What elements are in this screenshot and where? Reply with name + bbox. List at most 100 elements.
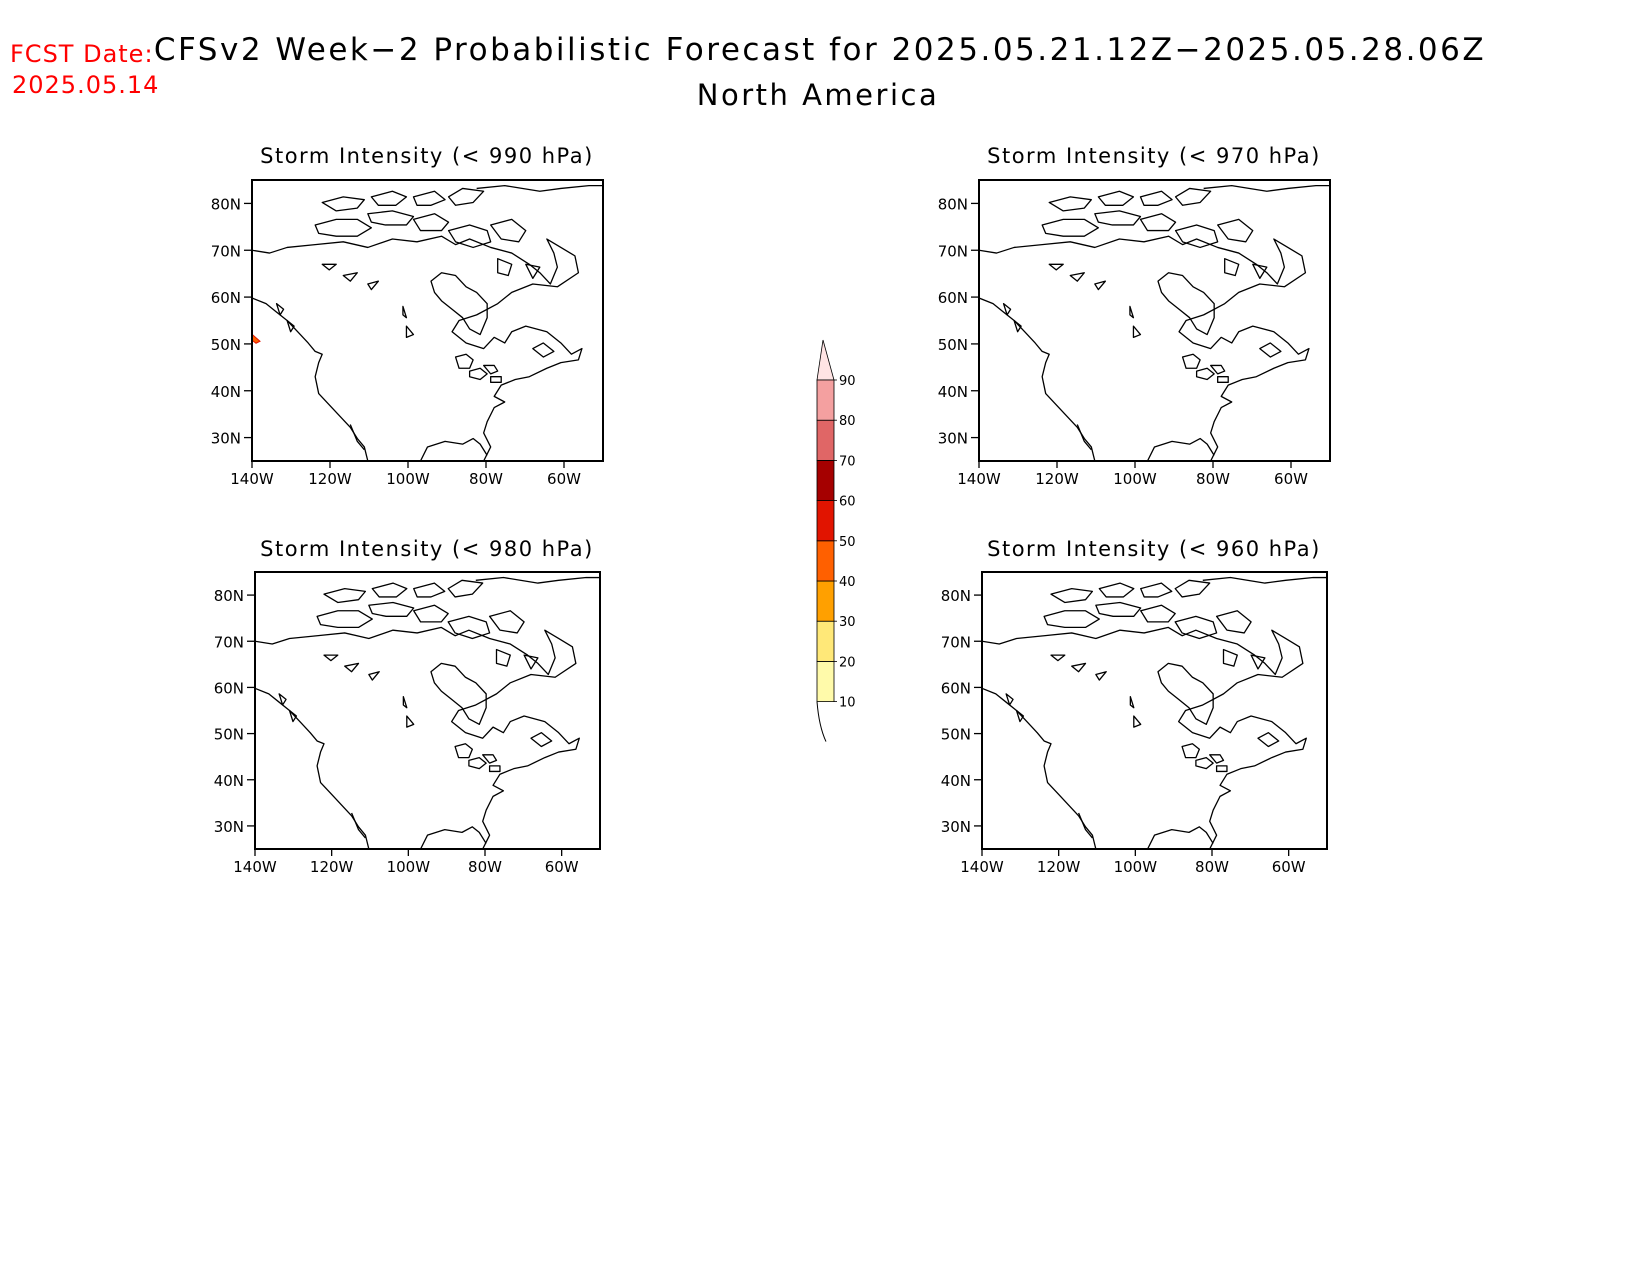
coastline [324,589,365,603]
colorbar-segment [816,500,835,542]
coastline [368,281,379,289]
coastline [1175,616,1216,638]
colorbar-segment [816,419,835,461]
map-frame [981,571,1328,850]
colorbar-segment [816,540,835,582]
coastline [1218,377,1229,383]
lat-tick-label: 80N [938,195,968,213]
map-panel: Storm Intensity (< 960 hPa) 80N 70N 60N 50N 4… [941,537,1328,876]
colorbar-segment [816,661,835,703]
coastline [421,827,487,849]
lat-tick-label: 30N [941,818,971,836]
coastline [476,578,600,584]
coastline-map [982,578,1327,849]
coastline [1217,766,1227,772]
coastline [1224,650,1238,667]
lon-tick-label: 60W [545,858,579,876]
forecast-date-label: FCST Date: [10,40,154,68]
colorbar: 10 20 30 40 50 60 70 80 90 [816,339,856,742]
lat-tick-label: 80N [211,195,241,213]
coastline [533,343,554,357]
map-panels: Storm Intensity (< 990 hPa) 80N 70N 60N 50N 4… [211,144,1331,876]
lon-tick-label: 120W [308,470,352,488]
coastline-map [252,186,603,461]
coastline [491,377,502,383]
coastline [1133,326,1140,337]
lat-tick-label: 40N [211,383,241,401]
coastline [279,694,286,705]
map-frame [254,571,601,850]
coastline [1014,321,1021,332]
lat-tick-label: 80N [941,587,971,605]
lat-tick-label: 80N [214,587,244,605]
lon-tick-label: 80W [1195,858,1229,876]
lat-tick-label: 60N [211,289,241,307]
coastline [1182,744,1199,758]
colorbar-label: 80 [839,414,856,429]
lat-tick-label: 60N [938,289,968,307]
coastline [322,264,336,270]
map-frame [978,179,1331,462]
colorbar-label: 10 [839,696,856,711]
map-panel: Storm Intensity (< 990 hPa) 80N 70N 60N 50N 4… [211,144,604,488]
coastline [1077,424,1091,449]
lat-tick-label: 50N [214,726,244,744]
lon-tick-label: 140W [230,470,274,488]
coastline [352,813,366,838]
lon-tick-label: 80W [1196,470,1230,488]
coastline [1258,733,1279,747]
coastline [1176,225,1218,247]
coastline [324,655,338,661]
lat-tick-label: 70N [211,242,241,260]
coastline [1204,186,1330,192]
lon-tick-label: 100W [1113,470,1157,488]
coastline [1095,281,1106,289]
lat-tick-label: 30N [211,430,241,448]
coastline [469,758,486,769]
coastline [1006,694,1013,705]
lon-tick-label: 120W [1037,858,1081,876]
coastline [1140,214,1175,231]
lat-tick-label: 50N [938,336,968,354]
coastline [1175,580,1210,597]
map-frame [251,179,604,462]
panel-title: Storm Intensity (< 960 hPa) [987,537,1321,561]
coastline [1070,273,1084,281]
coastline [982,688,1096,849]
lon-tick-label: 140W [233,858,277,876]
coastline [1096,672,1106,680]
coastline [1017,711,1024,722]
coastline [343,273,357,281]
lat-tick-label: 40N [938,383,968,401]
coastline [490,611,524,633]
coastline [524,655,538,669]
lon-tick-label: 100W [386,470,430,488]
coastline [483,755,497,763]
lon-tick-label: 80W [469,470,503,488]
coastline [277,304,284,315]
lat-tick-label: 50N [941,726,971,744]
lat-tick-label: 30N [214,818,244,836]
coastline [1148,827,1214,849]
coastline [1130,697,1133,708]
colorbar-segment [816,379,835,421]
lon-tick-label: 80W [468,858,502,876]
lat-tick-label: 60N [214,679,244,697]
coastline [372,583,407,597]
map-panel: Storm Intensity (< 980 hPa) 80N 70N 60N 50N 4… [214,537,601,876]
coastline [526,264,540,278]
coastline [431,273,487,335]
coastline [470,368,488,379]
coastline [315,219,371,236]
map-panel: Storm Intensity (< 970 hPa) 80N 70N 60N 50N 4… [938,144,1331,488]
coastline [1095,211,1141,225]
coastline [1004,304,1011,315]
coastline [403,306,407,317]
coastline [1140,191,1172,205]
coastline [1130,306,1134,317]
forecast-date-value: 2025.05.14 [12,71,159,99]
coastline [350,424,364,449]
coastline [322,197,364,211]
colorbar-label: 50 [839,535,856,550]
lat-tick-label: 70N [214,633,244,651]
